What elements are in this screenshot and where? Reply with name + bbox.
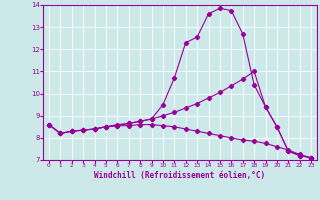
X-axis label: Windchill (Refroidissement éolien,°C): Windchill (Refroidissement éolien,°C) bbox=[94, 171, 266, 180]
